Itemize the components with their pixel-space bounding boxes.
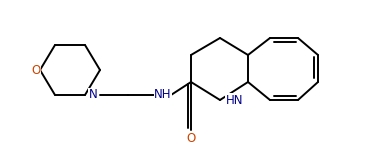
- Text: O: O: [187, 132, 196, 144]
- Text: HN: HN: [226, 93, 244, 106]
- Text: NH: NH: [154, 88, 172, 102]
- Text: N: N: [89, 88, 97, 102]
- Text: O: O: [31, 63, 41, 76]
